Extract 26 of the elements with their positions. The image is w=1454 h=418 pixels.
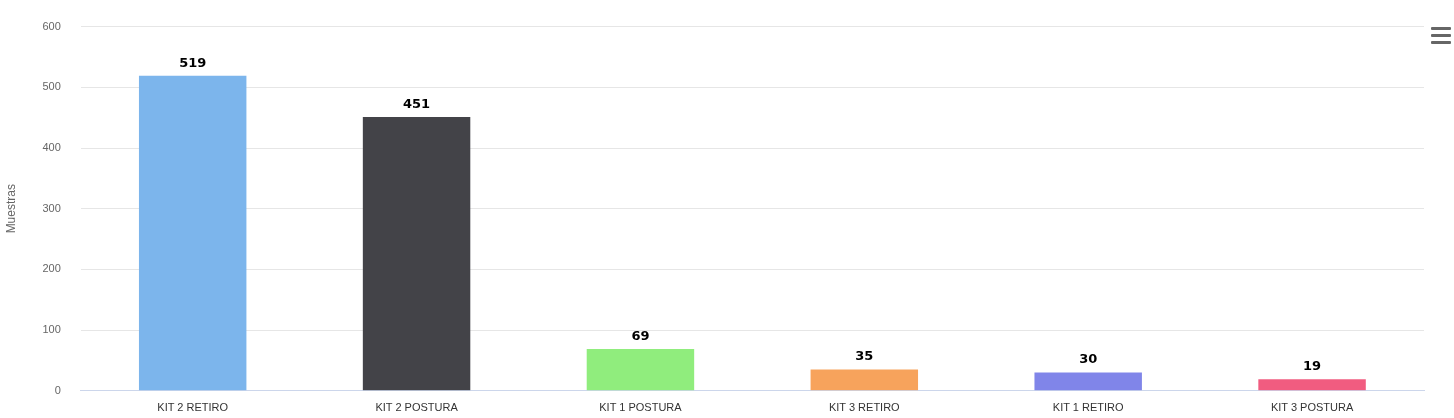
bar — [362, 117, 471, 391]
bar — [1034, 372, 1142, 391]
y-tick-label: 200 — [42, 262, 61, 275]
data-label: 451 — [402, 95, 431, 111]
x-tick-label: KIT 1 POSTURA — [599, 401, 683, 414]
y-tick-label: 600 — [42, 19, 61, 32]
data-label: 35 — [855, 348, 874, 364]
data-label: 19 — [1303, 358, 1322, 374]
bar — [1258, 379, 1366, 391]
x-tick-label: KIT 1 RETIRO — [1052, 401, 1124, 414]
y-tick-label: 500 — [42, 80, 61, 93]
data-label: 519 — [179, 54, 207, 70]
data-label: 30 — [1079, 351, 1098, 367]
x-tick-label: KIT 2 POSTURA — [375, 401, 459, 414]
y-tick-label: 300 — [42, 201, 61, 214]
x-tick-label: KIT 2 RETIRO — [157, 401, 229, 414]
y-tick-label: 100 — [42, 323, 61, 336]
x-tick-label: KIT 3 RETIRO — [828, 401, 901, 414]
y-axis-title: Muestras — [3, 184, 18, 234]
bar — [810, 369, 919, 391]
y-tick-label: 0 — [54, 383, 61, 396]
bar — [586, 348, 695, 391]
y-tick-label: 400 — [42, 141, 61, 154]
data-label: 69 — [631, 327, 650, 343]
bar — [138, 75, 247, 391]
x-tick-label: KIT 3 POSTURA — [1270, 401, 1354, 414]
